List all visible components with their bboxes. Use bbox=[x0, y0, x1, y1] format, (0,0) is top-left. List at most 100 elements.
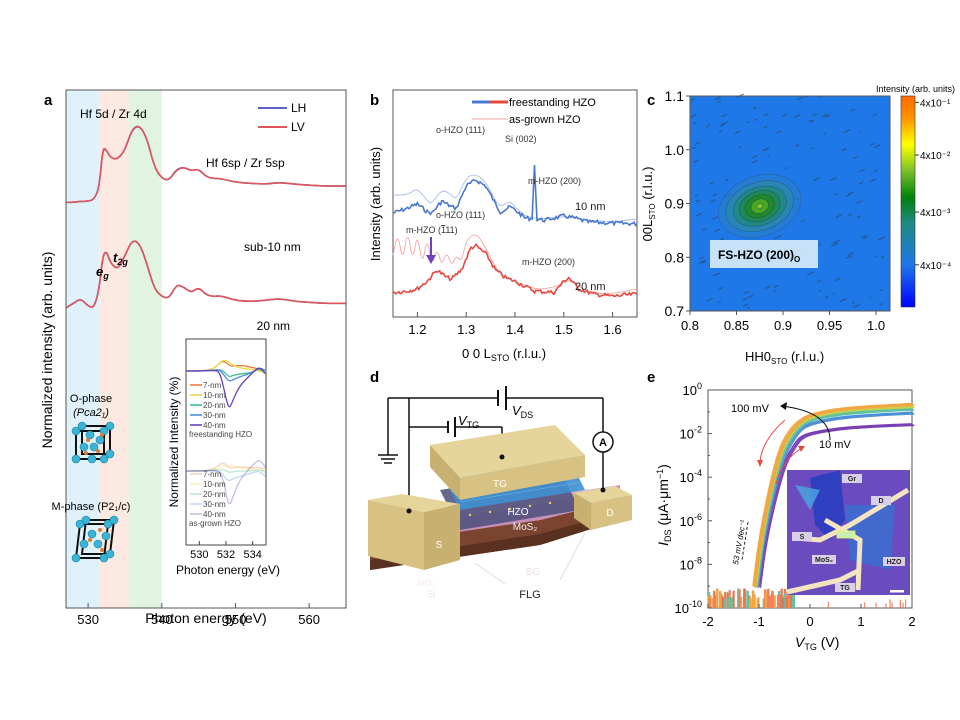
contour-speck bbox=[708, 123, 711, 126]
y-tick-label: 0.9 bbox=[665, 196, 685, 212]
contour-speck bbox=[861, 234, 868, 239]
scale-bar bbox=[890, 590, 904, 593]
contour-speck bbox=[691, 98, 695, 101]
inset-legend-label: 40-nm bbox=[203, 421, 226, 430]
optical-micrograph-inset: Gr D S MoS₂ HZO TG bbox=[786, 470, 910, 595]
y-tick-label: 10-6 bbox=[680, 512, 702, 529]
contour-speck bbox=[869, 178, 877, 183]
contour-speck bbox=[870, 142, 875, 146]
annotation-100mv: 100 mV bbox=[731, 403, 770, 415]
contour-speck bbox=[781, 113, 787, 117]
contour-speck bbox=[835, 213, 843, 218]
contour-speck bbox=[874, 255, 878, 258]
contour-speck bbox=[702, 227, 707, 231]
inset-legend-label: 20-nm bbox=[203, 401, 226, 410]
contour-speck bbox=[823, 132, 827, 135]
contour-speck bbox=[880, 255, 885, 259]
inset-x-tick-label: 532 bbox=[217, 549, 235, 561]
contour-level-6 bbox=[756, 203, 763, 210]
panel-e: e Gr D S MoS₂ HZO TG -2 -1 0 1 2 100 10-2 10-4… bbox=[647, 369, 916, 652]
contour-speck bbox=[848, 191, 854, 195]
contour-speck bbox=[747, 294, 754, 299]
contour-speck bbox=[839, 298, 847, 303]
contour-speck bbox=[746, 121, 750, 124]
x-tick-label: 540 bbox=[151, 612, 173, 627]
y-axis-label: 00LSTO (r.l.u.) bbox=[640, 167, 657, 242]
x-tick-label: 1.6 bbox=[604, 322, 622, 337]
contour-speck bbox=[821, 113, 828, 118]
contour-speck bbox=[690, 113, 697, 118]
x-axis-label: Photon energy (eV) bbox=[145, 610, 266, 626]
y-tick-label: 10-2 bbox=[680, 425, 702, 442]
contour-speck bbox=[712, 216, 719, 220]
contour-speck bbox=[734, 130, 741, 135]
contour-speck bbox=[847, 252, 854, 257]
sio2-label: SiO₂ bbox=[417, 578, 436, 588]
s-top bbox=[368, 494, 460, 512]
inset-group-label: freestanding HZO bbox=[189, 430, 252, 439]
annotation-hf6sp: Hf 6sp / Zr 5sp bbox=[206, 156, 285, 170]
contour-speck bbox=[812, 113, 818, 117]
colorbar-tick-label: 4x10⁻³ bbox=[920, 208, 951, 219]
contour-speck bbox=[806, 270, 815, 276]
contour-speck bbox=[841, 147, 848, 152]
d-top bbox=[574, 486, 632, 503]
inset-title: 20 nm bbox=[257, 319, 290, 333]
panel-label-c: c bbox=[647, 92, 655, 109]
contour-speck bbox=[830, 242, 839, 247]
s-label: S bbox=[436, 540, 443, 551]
vds-battery-icon bbox=[497, 386, 507, 410]
series-freestanding-20-nm bbox=[392, 243, 638, 298]
x-tick-label: 1.3 bbox=[457, 322, 475, 337]
contour-speck bbox=[692, 146, 696, 150]
d-front bbox=[591, 495, 632, 530]
x-tick-label: -2 bbox=[702, 614, 714, 629]
panel-c: c FS-HZO (200)O 0.8 0.85 0.9 0.95 1.0 0.70.8… bbox=[640, 84, 955, 366]
s-front bbox=[368, 500, 424, 570]
vds-label: VDS bbox=[512, 403, 533, 420]
x-tick-label: 1.5 bbox=[555, 322, 573, 337]
annotation-sub10: sub-10 nm bbox=[244, 240, 301, 254]
contour-speck bbox=[701, 261, 706, 264]
panel-label-a: a bbox=[44, 92, 53, 109]
x-axis-label: HH0STO (r.l.u.) bbox=[745, 349, 824, 366]
hysteresis-down-arrow-icon bbox=[759, 419, 786, 463]
contour-speck bbox=[832, 292, 835, 295]
contour-speck bbox=[717, 100, 722, 103]
y-axis-label: Intensity (arb. units) bbox=[368, 147, 383, 261]
contour-speck bbox=[762, 148, 768, 152]
x-tick-label: 0.8 bbox=[681, 318, 699, 333]
legend: freestanding HZO as-grown HZO bbox=[472, 97, 596, 126]
colorbar bbox=[900, 95, 916, 308]
contour-speck bbox=[850, 108, 855, 112]
inset-legend-label: 7-nm bbox=[203, 381, 222, 390]
contour-speck bbox=[877, 236, 886, 241]
series-60mV bbox=[756, 409, 915, 588]
annotation-hf5d: Hf 5d / Zr 4d bbox=[80, 107, 147, 121]
contour-speck bbox=[845, 193, 851, 198]
series-lv-sub-10-nm bbox=[65, 125, 346, 204]
y-tick-label: 10-8 bbox=[680, 555, 702, 572]
y-tick-label: 10-10 bbox=[675, 599, 702, 616]
heatmap-peak bbox=[718, 174, 802, 239]
contour-speck bbox=[693, 159, 700, 163]
contour-speck bbox=[721, 121, 728, 126]
sweep-arrow-icon bbox=[781, 405, 831, 441]
contour-speck bbox=[773, 284, 779, 289]
hysteresis-down-arrowhead-icon bbox=[757, 460, 763, 467]
annotation-o-hzo-111-top: o-HZO (111) bbox=[436, 125, 485, 135]
xrd-series bbox=[392, 164, 638, 298]
annotation-o-hzo-111-bottom: o-HZO (111) bbox=[436, 210, 485, 220]
mos2-label: MoS₂ bbox=[513, 522, 538, 533]
x-tick-label: 1 bbox=[857, 614, 864, 629]
inset-x-tick-label: 534 bbox=[243, 549, 261, 561]
x-tick-label: 1.0 bbox=[867, 318, 885, 333]
noise-floor bbox=[707, 588, 907, 608]
y-axis-label: Normalized intensity (arb. units) bbox=[39, 252, 55, 449]
contour-speck bbox=[692, 121, 697, 125]
series-40mV bbox=[757, 413, 915, 588]
contour-speck bbox=[832, 241, 836, 244]
contour-speck bbox=[695, 212, 702, 217]
panel-a: a 530 540 550 560 Photon energy (eV) Normal… bbox=[39, 89, 347, 627]
inset-series-10-nm bbox=[186, 464, 267, 472]
